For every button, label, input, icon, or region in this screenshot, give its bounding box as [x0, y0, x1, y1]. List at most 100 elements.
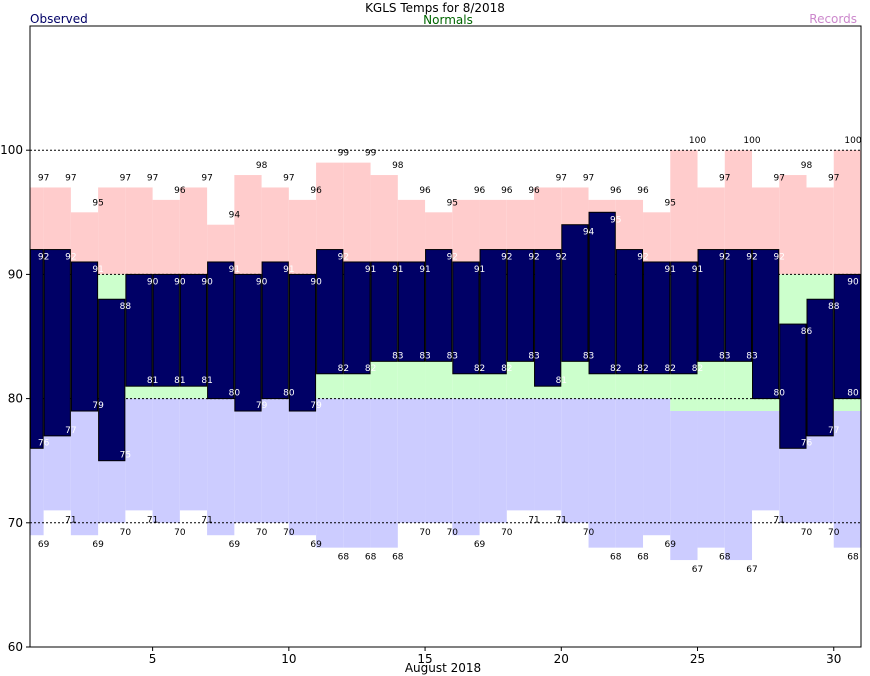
observed-bar [261, 261, 289, 400]
record-high-label: 96 [174, 186, 186, 196]
observed-high-label: 92 [338, 253, 349, 263]
record-high-label: 98 [392, 161, 404, 171]
legend-records: Records [809, 12, 857, 26]
record-low-label: 70 [120, 528, 132, 538]
legend-normals: Normals [423, 13, 473, 27]
record-low-band [343, 398, 371, 548]
observed-bar [316, 249, 344, 375]
observed-low-label: 83 [392, 351, 403, 361]
observed-low-label: 75 [120, 451, 131, 461]
record-high-label: 97 [774, 173, 785, 183]
record-high-label: 97 [38, 173, 49, 183]
record-low-label: 71 [65, 515, 76, 525]
observed-bar [806, 298, 834, 437]
record-low-label: 69 [38, 540, 50, 550]
record-low-band [425, 398, 453, 523]
observed-high-label: 94 [583, 228, 595, 238]
record-low-label: 71 [556, 515, 567, 525]
record-high-band [288, 199, 317, 275]
y-tick-label: 100 [0, 143, 23, 157]
record-high-label: 97 [719, 173, 730, 183]
record-low-band [588, 398, 616, 548]
observed-bar [506, 249, 535, 362]
observed-bar [70, 261, 99, 412]
record-high-label: 97 [283, 173, 294, 183]
record-low-label: 68 [847, 553, 859, 563]
observed-high-label: 91 [229, 265, 240, 275]
record-low-label: 69 [92, 540, 104, 550]
observed-high-label: 91 [283, 265, 294, 275]
observed-low-label: 76 [38, 438, 50, 448]
record-high-band [343, 162, 371, 275]
record-high-label: 97 [201, 173, 212, 183]
record-high-label: 96 [419, 186, 431, 196]
observed-low-label: 80 [847, 389, 859, 399]
observed-low-label: 82 [474, 364, 485, 374]
record-high-band [779, 175, 807, 275]
observed-low-label: 83 [746, 351, 757, 361]
record-low-label: 70 [256, 528, 268, 538]
observed-low-label: 82 [365, 364, 376, 374]
observed-high-label: 90 [147, 277, 159, 287]
record-high-label: 97 [147, 173, 158, 183]
observed-bar [343, 261, 371, 375]
observed-high-label: 92 [719, 253, 730, 263]
observed-high-label: 91 [419, 265, 430, 275]
record-low-band [70, 398, 99, 536]
observed-high-label: 91 [365, 265, 376, 275]
record-high-label: 100 [743, 136, 760, 146]
record-low-label: 69 [665, 540, 677, 550]
observed-high-label: 88 [828, 302, 840, 312]
record-high-label: 97 [120, 173, 131, 183]
record-low-band [207, 398, 235, 536]
record-high-band [833, 150, 861, 275]
y-tick-label: 80 [8, 392, 23, 406]
observed-bar [425, 249, 453, 362]
y-tick-label: 90 [8, 267, 23, 281]
record-low-label: 70 [801, 528, 813, 538]
record-low-label: 67 [692, 565, 703, 575]
record-low-band [561, 398, 589, 523]
record-low-band [724, 411, 753, 561]
record-high-band [125, 187, 153, 275]
observed-bar [179, 273, 208, 387]
observed-low-label: 77 [65, 426, 76, 436]
x-tick-label: 5 [149, 652, 157, 666]
observed-low-label: 82 [501, 364, 512, 374]
record-low-band [697, 411, 725, 548]
observed-bar [779, 323, 807, 449]
observed-low-label: 81 [201, 376, 212, 386]
record-low-band [479, 398, 507, 523]
observed-high-label: 91 [474, 265, 485, 275]
record-high-label: 100 [689, 136, 706, 146]
record-low-band [534, 398, 562, 511]
record-high-label: 96 [474, 186, 486, 196]
record-low-label: 70 [501, 528, 513, 538]
record-high-label: 100 [844, 136, 861, 146]
observed-low-label: 81 [174, 376, 185, 386]
record-high-band [152, 199, 180, 275]
observed-high-label: 91 [92, 265, 103, 275]
record-low-label: 67 [746, 565, 757, 575]
record-low-band [288, 398, 317, 536]
observed-low-label: 81 [556, 376, 567, 386]
record-high-label: 96 [528, 186, 540, 196]
observed-bar [479, 249, 507, 375]
observed-high-label: 92 [38, 253, 49, 263]
y-tick-label: 60 [8, 640, 23, 654]
observed-low-label: 82 [665, 364, 676, 374]
observed-high-label: 91 [665, 265, 676, 275]
record-high-label: 99 [365, 149, 377, 159]
value-labels: 97 92 76 69 97 92 77 71 95 91 79 69 97 88 75 70 97 90 81 71… [38, 136, 862, 575]
observed-high-label: 92 [556, 253, 567, 263]
observed-low-label: 80 [774, 389, 786, 399]
observed-low-label: 82 [610, 364, 621, 374]
record-high-band [806, 187, 834, 275]
observed-bar [207, 261, 235, 400]
record-low-label: 70 [447, 528, 459, 538]
record-high-label: 96 [310, 186, 322, 196]
record-low-label: 71 [774, 515, 785, 525]
observed-bar [615, 249, 644, 375]
record-low-band [506, 398, 535, 511]
record-low-label: 68 [719, 553, 731, 563]
